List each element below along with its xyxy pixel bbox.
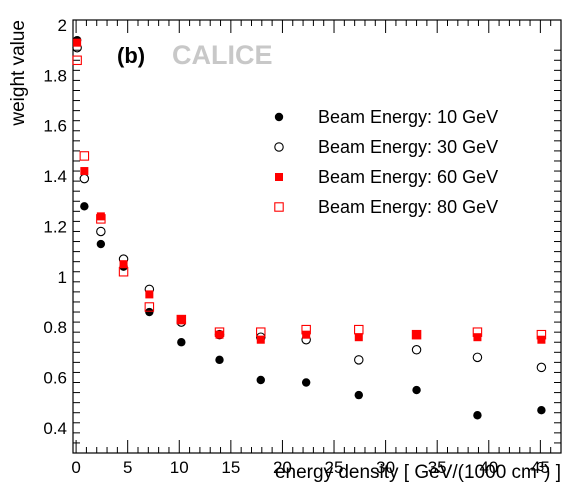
data-point bbox=[536, 362, 547, 373]
x-axis-title-main: energy density [ GeV/(1000 cm bbox=[275, 462, 537, 483]
series-0 bbox=[72, 35, 546, 420]
data-point bbox=[537, 406, 546, 415]
data-point bbox=[411, 345, 422, 355]
data-point bbox=[412, 330, 421, 339]
data-point bbox=[411, 329, 422, 340]
data-point bbox=[301, 324, 311, 335]
data-point bbox=[354, 390, 363, 400]
data-point bbox=[354, 324, 364, 335]
x-axis-title-end: ) ] bbox=[544, 462, 561, 483]
data-point bbox=[176, 314, 187, 325]
data-point bbox=[412, 385, 421, 395]
x-tick-label: 30 bbox=[376, 458, 395, 477]
legend-label: Beam Energy: 60 GeV bbox=[318, 167, 498, 187]
data-point bbox=[256, 335, 265, 344]
watermark: CALICE bbox=[172, 40, 273, 70]
data-point bbox=[177, 315, 186, 324]
panel-label: (b) bbox=[117, 43, 145, 68]
data-point bbox=[145, 307, 154, 317]
y-tick-label: 1 bbox=[58, 268, 67, 287]
legend-label: Beam Energy: 30 GeV bbox=[318, 137, 498, 157]
x-tick-label: 15 bbox=[221, 458, 240, 477]
data-point bbox=[354, 333, 363, 342]
data-point bbox=[144, 302, 155, 312]
series-3 bbox=[72, 55, 547, 340]
x-tick-label: 0 bbox=[71, 458, 80, 477]
data-point bbox=[177, 338, 186, 347]
data-point bbox=[145, 290, 154, 299]
data-point bbox=[214, 327, 225, 337]
y-tick-label: 1.8 bbox=[43, 66, 67, 85]
y-tick-label: 1.6 bbox=[43, 117, 67, 136]
data-point bbox=[473, 411, 482, 420]
legend-marker bbox=[274, 142, 284, 152]
x-tick-label: 20 bbox=[273, 458, 292, 477]
y-tick-label: 2 bbox=[58, 16, 67, 35]
data-point bbox=[537, 335, 546, 344]
legend-marker bbox=[274, 202, 284, 212]
y-axis-title: weight value bbox=[8, 20, 29, 127]
data-point bbox=[119, 260, 128, 269]
series-2 bbox=[73, 38, 546, 344]
x-tick-label: 10 bbox=[170, 458, 189, 477]
y-tick-label: 0.8 bbox=[43, 318, 67, 337]
y-tick-label: 0.6 bbox=[43, 368, 67, 387]
legend: Beam Energy: 10 GeV Beam Energy: 30 GeV Be… bbox=[274, 107, 498, 217]
x-tick-label: 25 bbox=[325, 458, 344, 477]
data-point bbox=[80, 167, 89, 176]
data-point bbox=[472, 327, 483, 337]
data-point bbox=[215, 330, 224, 339]
data-point bbox=[354, 355, 364, 365]
data-point bbox=[72, 55, 82, 66]
x-tick-label: 45 bbox=[531, 458, 550, 477]
legend-marker bbox=[275, 173, 283, 181]
axis-ticks bbox=[73, 20, 561, 454]
x-tick-label: 5 bbox=[123, 458, 132, 477]
y-tick-label: 1.4 bbox=[43, 167, 67, 186]
data-point bbox=[96, 226, 106, 237]
data-point bbox=[79, 173, 90, 184]
data-point bbox=[215, 355, 224, 365]
x-tick-label: 35 bbox=[428, 458, 447, 477]
data-point bbox=[73, 38, 82, 47]
data-points bbox=[72, 35, 547, 420]
x-axis-title-sup: 3 bbox=[537, 459, 544, 474]
data-point bbox=[96, 239, 106, 249]
data-point bbox=[536, 329, 547, 340]
y-tick-label: 0.4 bbox=[43, 419, 67, 438]
x-axis-title: energy density [ GeV/(1000 cm3) ] bbox=[275, 459, 561, 483]
plot-frame bbox=[72, 19, 562, 454]
legend-marker bbox=[274, 112, 284, 122]
data-point bbox=[79, 151, 90, 161]
data-point bbox=[256, 327, 266, 337]
data-point bbox=[256, 375, 265, 385]
data-point bbox=[118, 266, 129, 277]
tick-labels: 0 5 10 15 20 25 30 35 40 45 0.4 0.6 0.8 1 1.2 1.4 1.6 1.8… bbox=[43, 16, 549, 477]
legend-label: Beam Energy: 80 GeV bbox=[318, 197, 498, 217]
data-point bbox=[473, 333, 482, 342]
y-tick-label: 1.2 bbox=[43, 217, 67, 236]
data-point bbox=[80, 202, 89, 211]
data-point bbox=[96, 214, 106, 224]
data-point bbox=[96, 212, 105, 221]
data-point bbox=[302, 330, 311, 339]
x-tick-label: 40 bbox=[479, 458, 498, 477]
legend-label: Beam Energy: 10 GeV bbox=[318, 107, 498, 127]
data-point bbox=[472, 352, 483, 363]
data-point bbox=[301, 378, 311, 387]
